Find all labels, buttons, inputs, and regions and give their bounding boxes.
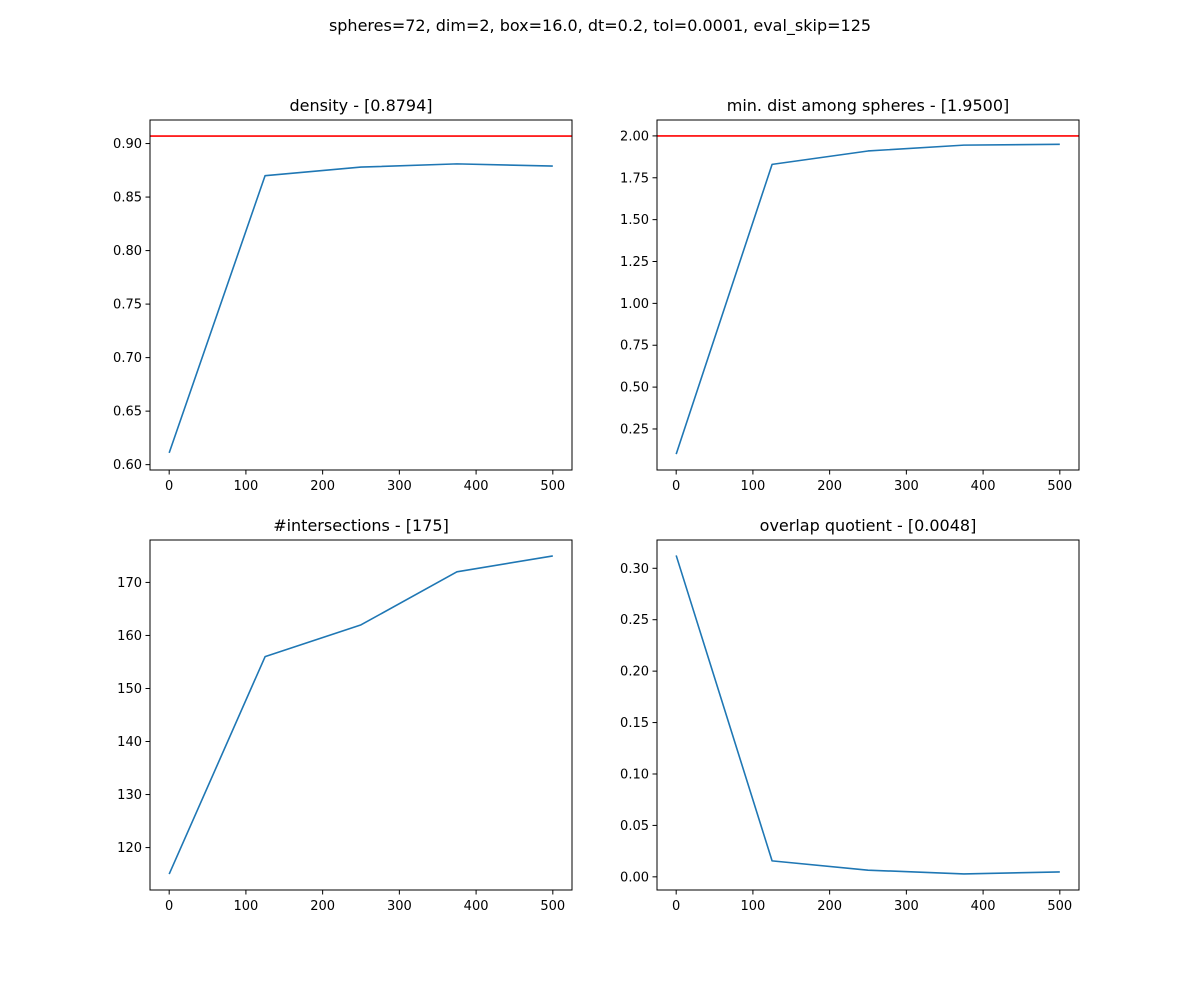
y-tick-label: 0.00 [620,870,649,885]
x-tick-label: 200 [817,479,842,494]
x-tick-label: 300 [387,899,412,914]
x-tick-label: 500 [1047,479,1072,494]
y-tick-label: 150 [117,682,142,697]
y-tick-label: 0.75 [113,298,142,313]
series-line [168,163,553,454]
y-tick-label: 0.05 [620,819,649,834]
y-tick-label: 1.25 [620,255,649,270]
subplot-title: overlap quotient - [0.0048] [760,516,977,535]
axes-frame [656,539,1080,891]
x-tick-label: 400 [464,899,489,914]
y-tick-label: 120 [117,841,142,856]
y-tick-label: 0.30 [620,562,649,577]
y-tick-label: 0.25 [620,613,649,628]
y-tick-label: 0.20 [620,665,649,680]
x-tick-label: 100 [233,899,258,914]
y-tick-label: 0.10 [620,767,649,782]
subplot-4: overlap quotient - [0.0048] 0 100 200 300 400… [620,516,1080,914]
y-tick-label: 0.60 [113,458,142,473]
y-tick-label: 0.25 [620,422,649,437]
x-tick-label: 0 [672,479,680,494]
y-tick-label: 140 [117,735,142,750]
x-tick-label: 200 [817,899,842,914]
x-tick-label: 0 [672,899,680,914]
y-tick-label: 160 [117,629,142,644]
y-tick-label: 1.75 [620,171,649,186]
y-tick-label: 0.90 [113,137,142,152]
axes-frame [656,119,1080,471]
subplot-title: min. dist among spheres - [1.9500] [727,96,1010,115]
subplot-3: #intersections - [175] 0 100 200 300 400 500 12… [117,516,573,914]
x-tick-label: 100 [233,479,258,494]
subplot-title: #intersections - [175] [273,516,449,535]
series-line [168,555,553,875]
y-tick-label: 2.00 [620,129,649,144]
x-tick-label: 100 [740,899,765,914]
subplot-title: density - [0.8794] [289,96,432,115]
x-tick-label: 300 [894,899,919,914]
axes-frame [149,539,573,891]
x-tick-label: 500 [540,899,565,914]
x-tick-label: 500 [1047,899,1072,914]
x-tick-label: 200 [310,899,335,914]
x-tick-label: 400 [971,479,996,494]
x-tick-label: 300 [894,479,919,494]
x-tick-label: 400 [464,479,489,494]
axes-frame [149,119,573,471]
y-tick-label: 170 [117,576,142,591]
subplot-2: min. dist among spheres - [1.9500] 0 100 20… [620,96,1080,494]
series-line [675,555,1060,875]
figure-suptitle: spheres=72, dim=2, box=16.0, dt=0.2, tol… [328,16,872,35]
y-tick-label: 0.65 [113,405,142,420]
y-tick-label: 0.15 [620,716,649,731]
y-tick-label: 1.00 [620,297,649,312]
x-tick-label: 300 [387,479,412,494]
x-tick-label: 0 [165,479,173,494]
y-tick-label: 0.75 [620,339,649,354]
x-tick-label: 0 [165,899,173,914]
series-line [675,143,1060,455]
y-tick-label: 0.70 [113,351,142,366]
x-tick-label: 500 [540,479,565,494]
y-tick-label: 0.50 [620,381,649,396]
y-tick-label: 0.80 [113,244,142,259]
y-tick-label: 0.85 [113,191,142,206]
y-tick-label: 130 [117,788,142,803]
x-tick-label: 100 [740,479,765,494]
x-tick-label: 400 [971,899,996,914]
x-tick-label: 200 [310,479,335,494]
subplot-1: density - [0.8794] 0 100 200 300 400 500 0.60 0.… [113,96,573,494]
y-tick-label: 1.50 [620,213,649,228]
